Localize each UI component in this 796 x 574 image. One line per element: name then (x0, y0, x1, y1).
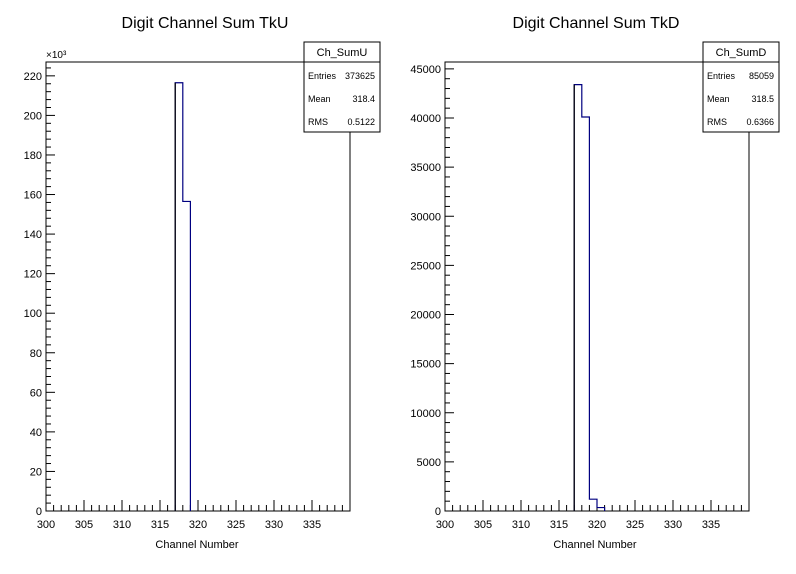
y-tick-label: 40000 (410, 113, 441, 125)
stats-row-value: 0.5122 (347, 117, 375, 127)
x-tick-label: 335 (702, 519, 720, 531)
x-axis-label: Channel Number (553, 539, 636, 551)
stats-box: Ch_SumU Entries 373625 Mean 318.4 RMS 0.5122 (303, 41, 381, 133)
x-tick-label: 335 (303, 519, 321, 531)
x-tick-label: 305 (474, 519, 492, 531)
plot-area: 300 305 310 315 320 325 330 335 0 20 40 60 80 100 120 1… (24, 61, 351, 531)
histogram-outline (573, 83, 606, 511)
y-tick-label: 0 (435, 506, 441, 518)
y-tick-label: 45000 (410, 64, 441, 76)
stats-box-frame (303, 41, 381, 133)
stats-row-value: 318.5 (751, 94, 774, 104)
x-tick-label: 315 (550, 519, 568, 531)
histogram-bin (582, 117, 590, 511)
y-tick-label: 30000 (410, 211, 441, 223)
y-tick-label: 60 (30, 387, 42, 399)
x-axis-label: Channel Number (155, 539, 238, 551)
histogram-outline (174, 82, 191, 511)
x-tick-label: 305 (75, 519, 93, 531)
y-tick-label: 5000 (417, 457, 441, 469)
y-tick-label: 20 (30, 466, 42, 478)
stats-row-label: Mean (308, 94, 331, 104)
stats-box-name: Ch_SumU (317, 47, 368, 59)
stats-row-label: Entries (308, 71, 337, 81)
x-tick-label: 330 (265, 519, 283, 531)
y-tick-label: 20000 (410, 310, 441, 322)
y-tick-label: 40 (30, 427, 42, 439)
panel-tkd: Digit Channel Sum TkD 300 305 310 315 320 325… (410, 15, 780, 551)
chart-title: Digit Channel Sum TkD (513, 15, 680, 32)
stats-row-label: RMS (308, 117, 328, 127)
plot-area: 300 305 310 315 320 325 330 335 0 5000 10000 15000 2… (410, 61, 750, 531)
x-tick-label: 310 (512, 519, 530, 531)
stats-row-value: 318.4 (352, 94, 375, 104)
stats-row-value: 0.6366 (746, 117, 774, 127)
panel-tku: Digit Channel Sum TkU 300 305 310 315 320 325… (24, 15, 381, 551)
x-tick-label: 315 (151, 519, 169, 531)
histogram-bin (183, 201, 191, 511)
y-tick-label: 160 (24, 190, 42, 202)
y-multiplier-label: ×10³ (46, 50, 67, 61)
chart-title: Digit Channel Sum TkU (122, 15, 289, 32)
y-tick-label: 15000 (410, 359, 441, 371)
y-tick-label: 220 (24, 71, 42, 83)
stats-box: Ch_SumD Entries 85059 Mean 318.5 RMS 0.6366 (702, 41, 780, 133)
y-tick-label: 120 (24, 269, 42, 281)
y-tick-label: 10000 (410, 408, 441, 420)
stats-row-value: 85059 (749, 71, 774, 81)
y-tick-label: 180 (24, 150, 42, 162)
x-tick-label: 320 (189, 519, 207, 531)
y-tick-label: 140 (24, 229, 42, 241)
stats-box-frame (702, 41, 780, 133)
histogram-bin (574, 85, 582, 511)
y-tick-label: 80 (30, 348, 42, 360)
y-tick-label: 0 (36, 506, 42, 518)
y-tick-label: 25000 (410, 260, 441, 272)
y-tick-label: 100 (24, 308, 42, 320)
x-tick-label: 325 (626, 519, 644, 531)
histogram-bin (175, 83, 183, 511)
histogram-bin (589, 499, 597, 511)
x-tick-label: 325 (227, 519, 245, 531)
x-tick-label: 300 (37, 519, 55, 531)
stats-row-value: 373625 (345, 71, 375, 81)
x-tick-label: 320 (588, 519, 606, 531)
stats-row-label: RMS (707, 117, 727, 127)
x-tick-label: 310 (113, 519, 131, 531)
stats-box-name: Ch_SumD (716, 47, 767, 59)
y-tick-label: 35000 (410, 162, 441, 174)
x-tick-label: 300 (436, 519, 454, 531)
x-tick-label: 330 (664, 519, 682, 531)
stats-row-label: Mean (707, 94, 730, 104)
stats-row-label: Entries (707, 71, 736, 81)
y-tick-label: 200 (24, 110, 42, 122)
